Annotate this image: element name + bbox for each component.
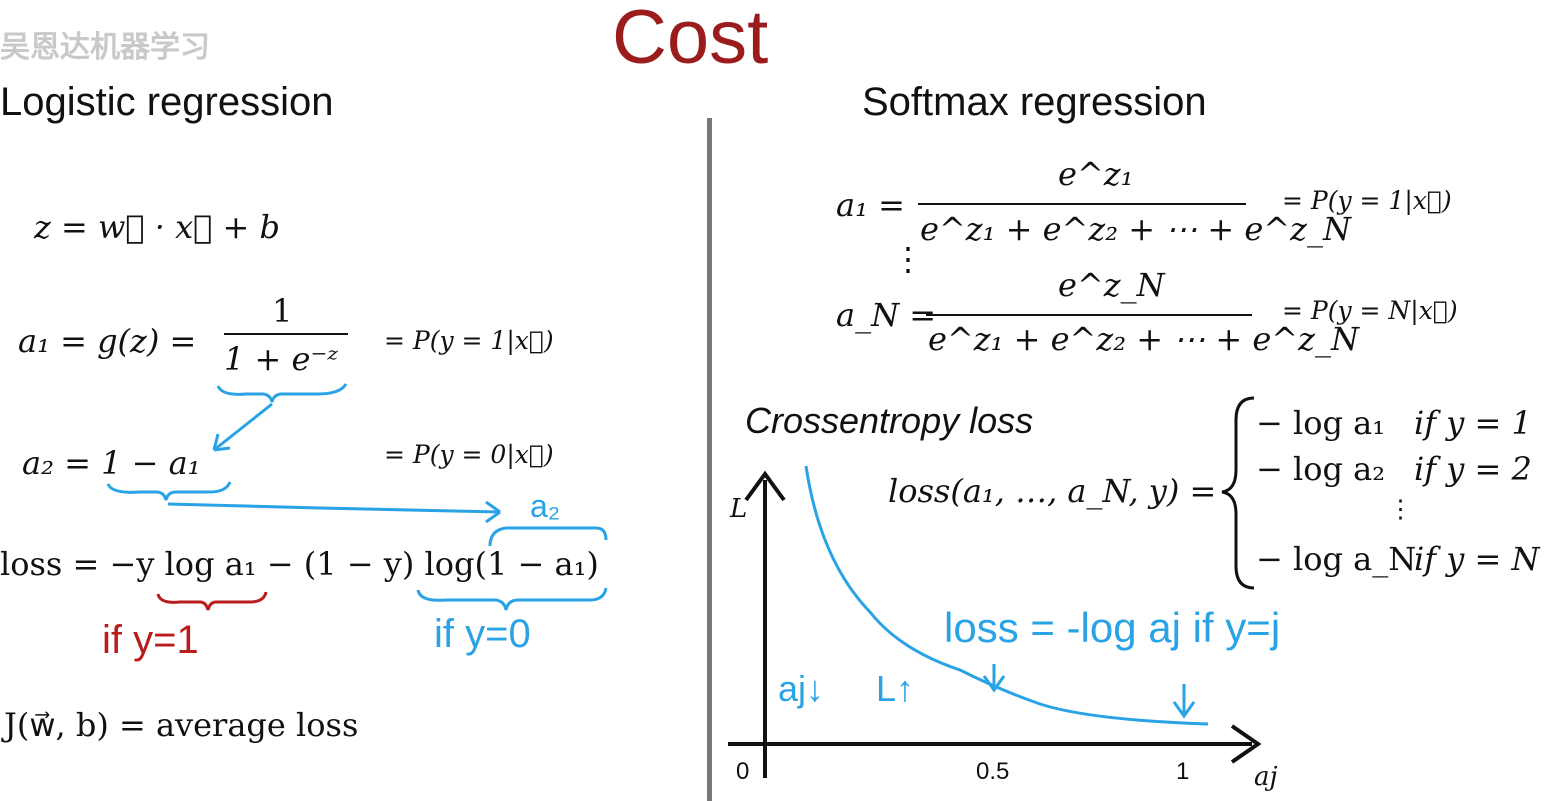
case-1-condition: if y = 1 xyxy=(1414,404,1532,442)
a2-bracket xyxy=(488,526,608,547)
aj-decrease-annotation: aj↓ xyxy=(778,668,825,709)
softmax-aN-probability: = P(y = N|x⃗) xyxy=(1282,296,1458,325)
one-minus-a1-brace xyxy=(106,481,232,501)
case-2-condition: if y = 2 xyxy=(1414,450,1532,488)
crossentropy-loss-label: Crossentropy loss xyxy=(745,400,1034,441)
down-arrow-0-5 xyxy=(982,664,1006,693)
log-one-minus-a1-brace xyxy=(416,587,608,611)
softmax-aN-denominator: e^z₁ + e^z₂ + ⋯ + e^z_N xyxy=(928,320,1359,358)
log-a1-brace xyxy=(156,591,268,611)
softmax-regression-heading: Softmax regression xyxy=(862,80,1207,124)
a1-equation-lhs: a₁ = g(z) = xyxy=(18,322,197,360)
x-tick-0-5: 0.5 xyxy=(976,758,1010,785)
L-increase-annotation: L↑ xyxy=(876,668,915,709)
logistic-loss-equation: loss = −y log a₁ − (1 − y) log(1 − a₁) xyxy=(0,545,599,583)
z-equation: z = w⃗ · x⃗ + b xyxy=(34,208,281,246)
softmax-aN-lhs: a_N = xyxy=(836,296,937,334)
if-y-equals-1-annotation: if y=1 xyxy=(102,618,199,662)
brace-to-a1-arrow xyxy=(213,402,273,452)
graph-y-label: L xyxy=(730,494,748,524)
handwritten-loss-annotation: loss = -log aj if y=j xyxy=(944,604,1281,651)
softmax-a1-lhs: a₁ = xyxy=(836,186,905,224)
graph-x-label: aj xyxy=(1254,762,1278,792)
to-a2-arrow xyxy=(167,502,501,514)
logistic-regression-heading: Logistic regression xyxy=(0,80,334,124)
a2-probability: = P(y = 0|x⃗) xyxy=(384,440,554,469)
if-y-equals-0-annotation: if y=0 xyxy=(434,612,531,656)
softmax-vertical-dots: ⋮ xyxy=(892,240,924,278)
x-tick-1: 1 xyxy=(1176,758,1190,785)
a1-denominator: 1 + e⁻ᶻ xyxy=(224,340,338,378)
y-axis-arrowhead xyxy=(744,470,786,502)
softmax-aN-numerator: e^z_N xyxy=(1058,266,1165,304)
softmax-a1-fraction-line xyxy=(918,203,1246,205)
softmax-a1-numerator: e^z₁ xyxy=(1058,155,1134,193)
case-1-expression: − log a₁ xyxy=(1256,404,1386,442)
down-arrow-1 xyxy=(1172,684,1196,719)
watermark: 吴恩达机器学习 xyxy=(0,31,210,64)
softmax-a1-denominator: e^z₁ + e^z₂ + ⋯ + e^z_N xyxy=(920,210,1351,248)
a2-equation: a₂ = 1 − a₁ xyxy=(22,444,201,482)
a1-fraction-line xyxy=(224,333,348,335)
cost-function-equation: J(w⃗, b) = average loss xyxy=(4,706,359,744)
softmax-aN-fraction-line xyxy=(926,314,1252,316)
a1-numerator: 1 xyxy=(272,292,293,330)
case-N-condition: if y = N xyxy=(1414,540,1540,578)
a2-handwritten-annotation: a₂ xyxy=(530,488,561,524)
softmax-a1-probability: = P(y = 1|x⃗) xyxy=(1282,186,1452,215)
x-axis-arrowhead xyxy=(1230,724,1262,764)
column-divider xyxy=(707,118,712,801)
slide-title: Cost xyxy=(612,0,769,80)
case-N-expression: − log a_N xyxy=(1256,540,1417,578)
softmax-loss-lhs: loss(a₁, …, a_N, y) = xyxy=(888,472,1217,510)
case-2-expression: − log a₂ xyxy=(1256,450,1386,488)
x-tick-0: 0 xyxy=(736,758,750,785)
denominator-brace xyxy=(216,383,348,403)
cases-vertical-dots: ⋮ xyxy=(1388,494,1413,523)
a1-probability: = P(y = 1|x⃗) xyxy=(384,326,554,355)
